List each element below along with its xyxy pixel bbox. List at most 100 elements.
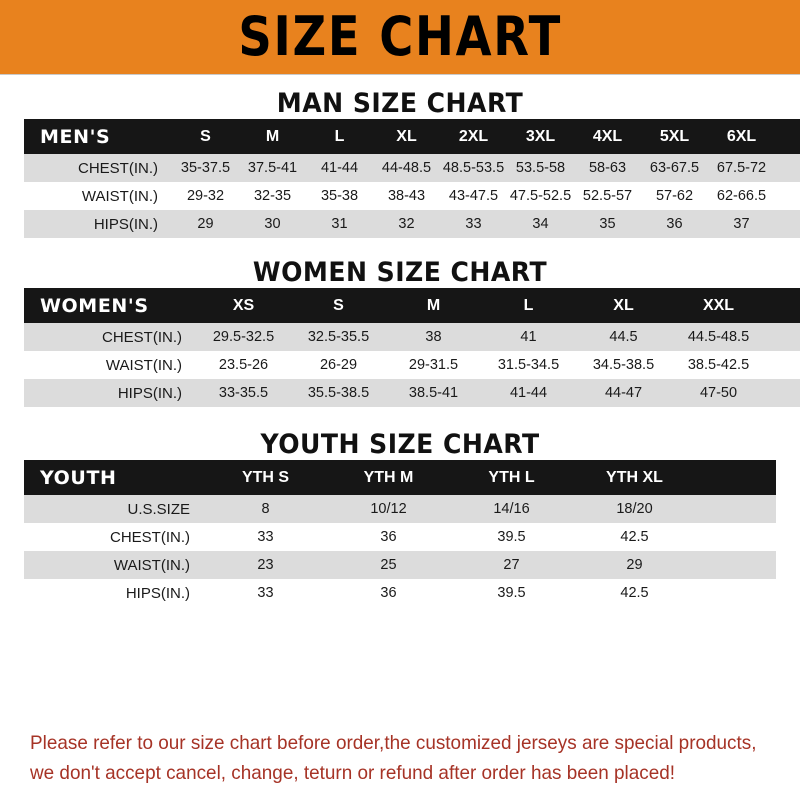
cell: 32 [398,216,415,232]
cell: 29.5-32.5 [212,329,275,345]
cell: 34.5-38.5 [592,357,655,373]
cell: 29 [197,216,214,232]
cell: 30 [264,216,281,232]
row-label-us-size: U.S.SIZE [127,500,190,518]
column-header-m: M [426,296,441,314]
youth-header-label: YOUTH [40,466,117,489]
cell: 47-50 [699,385,738,401]
man-size-chart-wrapper: MEN'S S M L XL 2XL 3XL 4XL 5XL 6XL CHEST… [24,119,800,238]
row-label-chest: CHEST(IN.) [102,328,182,346]
column-header-6xl: 6XL [726,127,757,145]
cell-spacer [775,182,800,210]
cell: 38.5-42.5 [687,357,750,373]
column-header-yth-l: YTH L [488,468,535,486]
cell: 35 [599,216,616,232]
cell: 67.5-72 [716,160,767,176]
cell: 18/20 [616,501,653,517]
cell: 41-44 [320,160,359,176]
cell: 33 [257,529,274,545]
cell: 37.5-41 [247,160,298,176]
women-size-chart-table: WOMEN'S XS S M L XL XXL CHEST(IN.) 29.5-… [24,288,800,407]
cell: 38-43 [387,188,426,204]
cell: 36 [380,585,397,601]
cell: 44.5-48.5 [687,329,750,345]
women-header-label: WOMEN'S [40,294,149,317]
cell: 35-38 [320,188,359,204]
table-row: HIPS(IN.) 33 36 39.5 42.5 [24,579,776,607]
order-policy-note-line-1: Please refer to our size chart before or… [30,732,757,754]
page-title: SIZE CHART [238,5,562,68]
cell-spacer [696,495,776,523]
cell-spacer [766,323,800,351]
column-header-m: M [265,127,280,145]
cell: 29-31.5 [408,357,459,373]
cell: 42.5 [620,529,649,545]
cell: 43-47.5 [448,188,499,204]
table-header-row: WOMEN'S XS S M L XL XXL [24,288,800,323]
cell: 27 [503,557,520,573]
cell: 53.5-58 [515,160,566,176]
cell: 44.5 [609,329,638,345]
cell: 36 [380,529,397,545]
cell: 39.5 [497,585,526,601]
cell: 32.5-35.5 [307,329,370,345]
table-row: WAIST(IN.) 23 25 27 29 [24,551,776,579]
cell-spacer [696,551,776,579]
cell: 38 [425,329,442,345]
cell-spacer [775,210,800,238]
cell: 14/16 [493,501,530,517]
table-row: HIPS(IN.) 33-35.5 35.5-38.5 38.5-41 41-4… [24,379,800,407]
women-size-chart-wrapper: WOMEN'S XS S M L XL XXL CHEST(IN.) 29.5-… [24,288,800,407]
man-size-chart-table: MEN'S S M L XL 2XL 3XL 4XL 5XL 6XL CHEST… [24,119,800,238]
order-policy-note: Please refer to our size chart before or… [30,728,756,788]
cell: 41-44 [509,385,548,401]
cell: 62-66.5 [716,188,767,204]
row-label-hips: HIPS(IN.) [117,384,182,402]
column-header-3xl: 3XL [525,127,556,145]
column-header-l: L [523,296,534,314]
cell: 29 [626,557,643,573]
man-section-title: MAN SIZE CHART [276,88,524,119]
cell: 42.5 [620,585,649,601]
cell: 35.5-38.5 [307,385,370,401]
cell: 33 [465,216,482,232]
cell: 48.5-53.5 [442,160,505,176]
cell: 36 [666,216,683,232]
cell: 37 [733,216,750,232]
cell: 63-67.5 [649,160,700,176]
column-header-spacer [766,288,800,323]
column-header-yth-m: YTH M [363,468,414,486]
cell: 35-37.5 [180,160,231,176]
youth-size-chart-table: YOUTH YTH S YTH M YTH L YTH XL U.S.SIZE … [24,460,776,607]
cell: 33 [257,585,274,601]
cell: 58-63 [588,160,627,176]
cell: 38.5-41 [408,385,459,401]
column-header-s: S [200,127,211,145]
cell: 33-35.5 [218,385,269,401]
table-row: HIPS(IN.) 29 30 31 32 33 34 35 36 37 [24,210,800,238]
youth-size-chart-wrapper: YOUTH YTH S YTH M YTH L YTH XL U.S.SIZE … [24,460,776,607]
cell: 39.5 [497,529,526,545]
table-row: WAIST(IN.) 23.5-26 26-29 29-31.5 31.5-34… [24,351,800,379]
cell: 57-62 [655,188,694,204]
cell: 32-35 [253,188,292,204]
column-header-spacer [696,460,776,495]
cell: 29-32 [186,188,225,204]
cell: 23 [257,557,274,573]
cell: 47.5-52.5 [509,188,572,204]
column-header-s: S [333,296,344,314]
cell: 25 [380,557,397,573]
column-header-xl: XL [613,296,634,314]
column-header-2xl: 2XL [458,127,489,145]
table-row: CHEST(IN.) 33 36 39.5 42.5 [24,523,776,551]
cell: 31 [331,216,348,232]
column-header-xxl: XXL [702,296,735,314]
cell: 44-48.5 [381,160,432,176]
table-row: U.S.SIZE 8 10/12 14/16 18/20 [24,495,776,523]
cell-spacer [696,523,776,551]
cell: 52.5-57 [582,188,633,204]
row-label-waist: WAIST(IN.) [113,556,190,574]
column-header-xl: XL [396,127,417,145]
cell: 26-29 [319,357,358,373]
cell: 23.5-26 [218,357,269,373]
